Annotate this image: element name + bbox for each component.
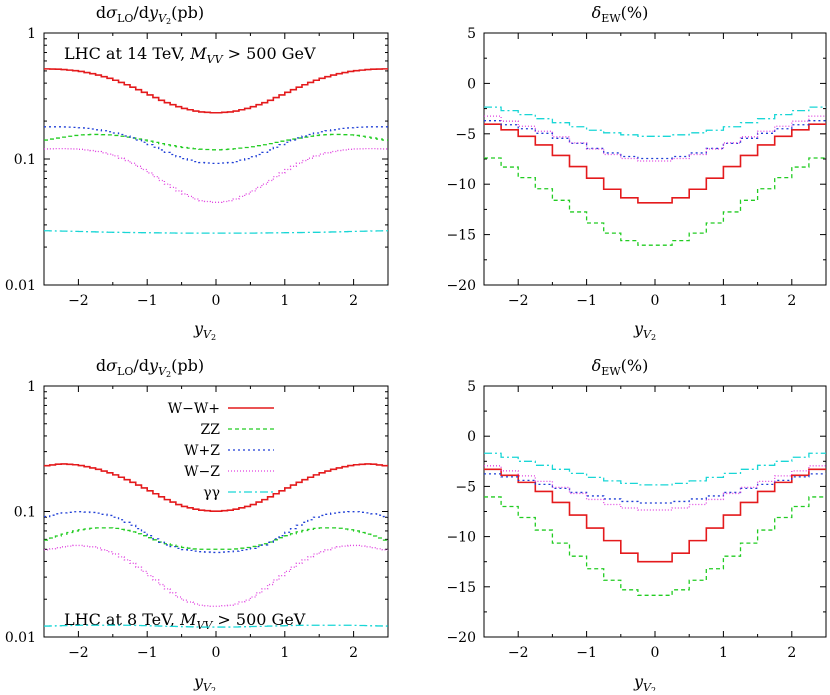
series-line-gg (44, 230, 388, 234)
legend-label-ZZ: ZZ (201, 422, 221, 438)
plot-annotation: LHC at 14 TeV, MVV > 500 GeV (64, 44, 316, 66)
x-axis-label: yV2 (633, 319, 656, 342)
x-tick-label: −1 (137, 293, 158, 309)
series-line-gg (484, 106, 826, 137)
plot-frame (483, 32, 827, 286)
x-tick-label: −1 (576, 293, 597, 309)
x-tick-label: 0 (212, 293, 221, 309)
series-line-WmZ (484, 465, 826, 511)
x-tick-label: −1 (576, 645, 597, 661)
x-axis-label: yV2 (633, 672, 656, 691)
series-line-ZZ (44, 527, 388, 550)
y-tick-label: −10 (446, 177, 476, 193)
y-tick-label: 1 (27, 379, 36, 395)
x-tick-label: 2 (787, 293, 796, 309)
series-line-ZZ (44, 133, 388, 151)
legend-label-WpZ: W+Z (184, 443, 220, 459)
panel-xs8: −2 −1 0 1 2 0.01 0.1 1 dσLO/dyV2(pb) yV2 LHC at 8 … (5, 356, 389, 695)
x-tick-label: 0 (651, 645, 660, 661)
y-tick-label: −20 (446, 630, 476, 646)
series-line-WmWp (44, 463, 388, 513)
y-tick-label: 0 (467, 76, 476, 92)
x-tick-label: 1 (719, 645, 728, 661)
chart-title: dσLO/dyV2(pb) (96, 3, 204, 26)
series-line-WpZ (44, 511, 388, 554)
legend-label-gg: γγ (203, 485, 220, 501)
y-tick-label: 5 (467, 379, 476, 395)
series-line-WmZ (44, 544, 388, 607)
x-tick-label: 2 (787, 645, 796, 661)
y-tick-label: 0.1 (14, 505, 36, 521)
chart-title: δEW(%) (592, 3, 649, 25)
x-axis-label: yV2 (193, 319, 216, 342)
x-tick-label: 1 (280, 293, 289, 309)
y-tick-label: 0 (467, 429, 476, 445)
plot-annotation: LHC at 8 TeV, MVV > 500 GeV (64, 610, 306, 632)
series-line-gg (484, 452, 826, 486)
series-line-WpZ (484, 473, 826, 504)
y-tick-label: −5 (455, 479, 476, 495)
x-tick-label: 1 (280, 645, 289, 661)
y-tick-label: 0.01 (5, 278, 36, 294)
x-tick-label: −2 (68, 645, 89, 661)
series-line-WmZ (44, 147, 388, 203)
series-line-WpZ (44, 126, 388, 165)
legend-label-WmWp: W−W+ (168, 401, 220, 417)
series-line-WmWp (44, 68, 388, 114)
x-tick-label: 2 (349, 645, 358, 661)
y-tick-label: 5 (467, 26, 476, 42)
x-tick-label: −2 (508, 645, 529, 661)
x-tick-label: 0 (651, 293, 660, 309)
plot-frame (483, 385, 827, 638)
y-tick-label: 0.01 (5, 630, 36, 646)
x-tick-label: 0 (212, 645, 221, 661)
x-tick-label: 1 (719, 293, 728, 309)
panel-xs14: −2 −1 0 1 2 0.01 0.1 1 dσLO/dyV2(pb) yV2 LHC at 14… (5, 3, 389, 342)
plot-frame (43, 32, 389, 286)
y-tick-label: −5 (455, 127, 476, 143)
y-tick-label: −10 (446, 530, 476, 546)
series-line-ZZ (484, 496, 826, 596)
x-tick-label: −2 (68, 293, 89, 309)
y-tick-label: −20 (446, 278, 476, 294)
x-tick-label: −2 (508, 293, 529, 309)
series-line-WmWp (484, 123, 826, 204)
legend-label-WmZ: W−Z (184, 464, 220, 480)
chart-title: dσLO/dyV2(pb) (96, 356, 204, 379)
series-line-gg (44, 624, 388, 628)
x-tick-label: 2 (349, 293, 358, 309)
series-line-WmWp (484, 468, 826, 563)
series-line-WmZ (484, 115, 826, 162)
series-line-ZZ (484, 157, 826, 246)
y-tick-label: 0.1 (14, 152, 36, 168)
y-tick-label: −15 (446, 580, 476, 596)
y-tick-label: −15 (446, 228, 476, 244)
y-tick-label: 1 (27, 26, 36, 42)
x-axis-label: yV2 (193, 672, 216, 691)
x-tick-label: −1 (137, 645, 158, 661)
chart-title: δEW(%) (592, 356, 649, 378)
